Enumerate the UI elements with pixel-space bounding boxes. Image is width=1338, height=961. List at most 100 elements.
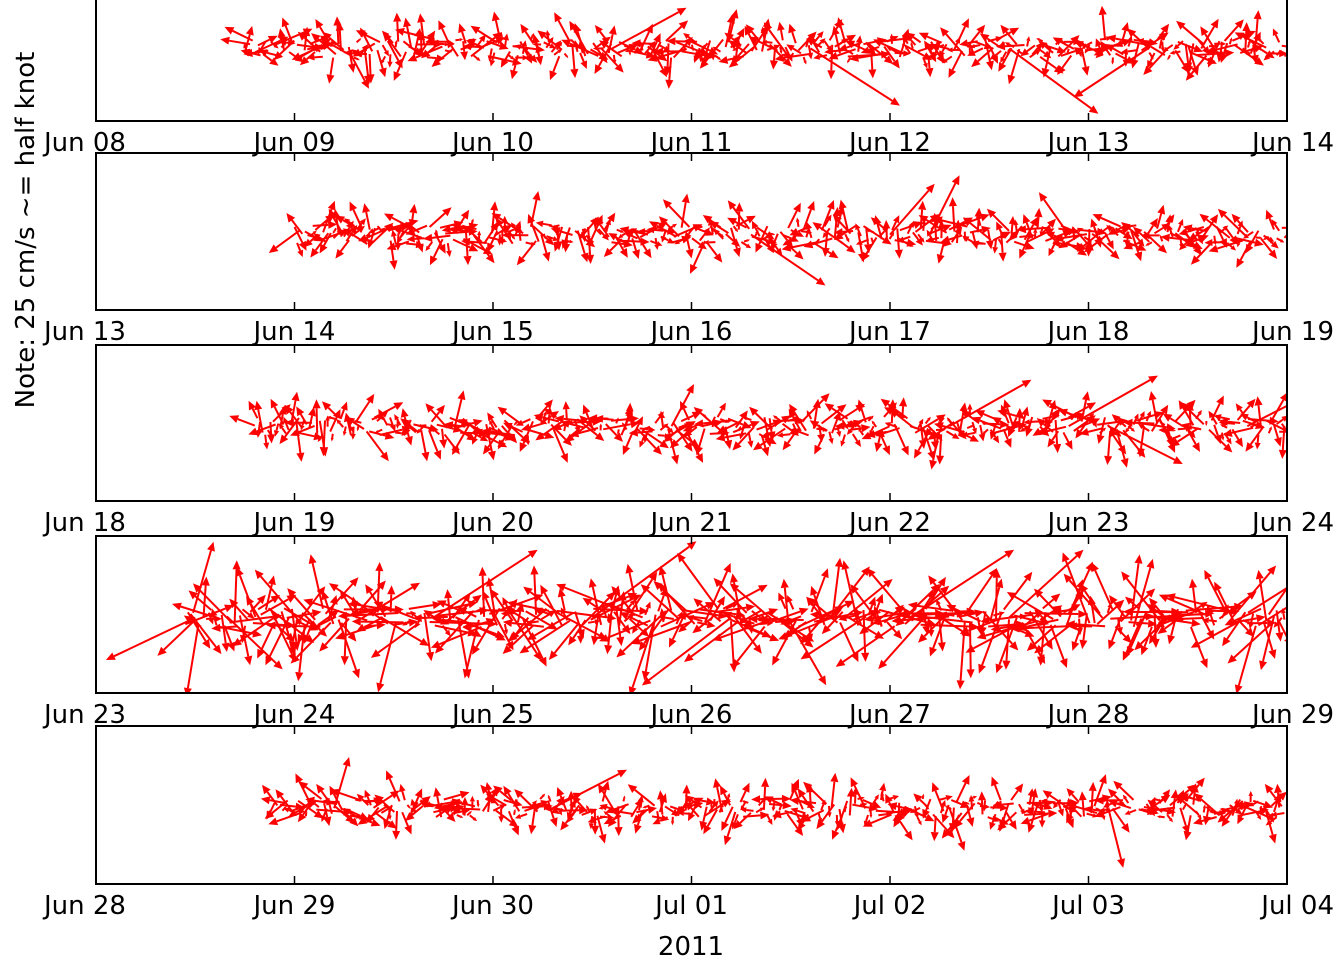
- vector-arrow: [938, 795, 953, 802]
- vector-arrow: [561, 39, 599, 57]
- vector-arrow: [882, 219, 891, 240]
- vector-arrow: [865, 229, 875, 234]
- vector-arrow: [1000, 24, 1018, 45]
- vector-arrow: [1020, 813, 1048, 825]
- vector-arrow: [373, 402, 404, 419]
- vector-arrow: [892, 809, 911, 821]
- vector-arrow: [1123, 240, 1142, 250]
- vector-arrow: [258, 49, 277, 57]
- vector-arrow: [599, 619, 651, 642]
- vector-arrow: [696, 620, 716, 629]
- vector-arrow: [257, 623, 275, 659]
- vector-arrow: [816, 803, 836, 830]
- vector-arrow: [1063, 573, 1104, 619]
- vector-arrow: [1108, 799, 1132, 810]
- vector-arrow: [588, 578, 603, 626]
- vector-arrow: [979, 33, 1000, 47]
- vector-arrow: [787, 202, 801, 229]
- vector-arrow: [782, 238, 794, 246]
- vector-arrow: [1138, 423, 1150, 432]
- vector-arrow: [594, 25, 607, 41]
- vector-arrow: [1271, 219, 1281, 232]
- vector-arrow: [1160, 41, 1165, 52]
- vector-arrow: [406, 235, 425, 243]
- vector-arrow: [1217, 208, 1247, 237]
- vector-arrow: [557, 807, 563, 816]
- vector-arrow: [867, 415, 874, 422]
- vector-arrow: [1231, 428, 1243, 448]
- vector-arrow: [971, 47, 994, 68]
- vector-arrow: [1254, 396, 1263, 428]
- vector-arrow: [1071, 624, 1083, 651]
- vector-arrow: [1247, 586, 1287, 614]
- vector-arrow: [528, 807, 537, 835]
- vector-arrow: [898, 235, 911, 242]
- vector-arrow: [1180, 422, 1202, 431]
- vector-arrow: [706, 242, 723, 263]
- vector-arrow: [1098, 5, 1107, 41]
- vector-arrow: [542, 233, 546, 240]
- vector-arrow: [336, 418, 344, 428]
- vector-arrow: [277, 28, 286, 50]
- vector-arrow: [608, 233, 625, 244]
- vector-arrow: [241, 608, 255, 619]
- vector-arrow: [1213, 235, 1217, 246]
- vector-arrow: [465, 39, 485, 49]
- vector-arrow: [487, 48, 494, 62]
- vector-arrow: [628, 428, 653, 437]
- vector-arrow: [971, 416, 1002, 430]
- vector-arrow: [1123, 418, 1155, 427]
- vector-arrow: [658, 614, 674, 621]
- vector-arrow: [959, 39, 978, 47]
- vector-arrow: [971, 231, 979, 250]
- vector-arrow: [861, 425, 890, 440]
- vector-arrow: [1137, 425, 1145, 458]
- vector-arrow: [806, 597, 839, 624]
- vector-arrow: [1006, 592, 1054, 620]
- vector-arrow: [265, 616, 291, 666]
- vector-arrow: [399, 783, 406, 801]
- vector-arrow: [771, 810, 793, 819]
- vector-arrow: [1205, 43, 1238, 55]
- vector-arrow: [439, 428, 448, 449]
- vector-arrow: [694, 419, 731, 428]
- vector-arrow: [407, 45, 443, 62]
- vector-arrow: [338, 611, 399, 620]
- vector-arrow: [1007, 48, 1021, 85]
- vector-arrow: [906, 220, 914, 235]
- vector-arrow: [1042, 790, 1069, 809]
- vector-arrow: [405, 805, 424, 821]
- vector-arrow: [598, 783, 614, 810]
- vector-arrow: [1048, 240, 1057, 257]
- vector-arrow: [557, 587, 566, 611]
- vector-arrow: [248, 423, 276, 436]
- vector-arrow: [695, 428, 706, 456]
- vector-arrow: [632, 809, 648, 824]
- vector-arrow: [281, 17, 293, 42]
- vector-arrow: [806, 410, 813, 420]
- vector-arrow: [741, 800, 749, 804]
- vector-arrow: [430, 404, 445, 423]
- vector-arrow: [1147, 799, 1163, 813]
- vector-arrow: [503, 623, 509, 635]
- vector-arrow: [835, 625, 896, 667]
- vector-arrow: [472, 54, 481, 62]
- vector-arrow: [297, 799, 324, 819]
- vector-arrow: [505, 607, 532, 625]
- vector-arrow: [909, 549, 1015, 619]
- vector-arrow: [1158, 421, 1166, 426]
- vector-arrow: [507, 810, 519, 836]
- vector-arrow: [1046, 408, 1061, 427]
- arrow-field: [220, 5, 1287, 114]
- vector-arrow: [733, 812, 752, 830]
- vector-arrow: [670, 384, 694, 427]
- vector-arrow: [918, 215, 948, 234]
- vector-arrow: [774, 52, 812, 62]
- vector-arrow: [947, 47, 960, 53]
- vector-arrow: [353, 56, 360, 61]
- vector-arrow: [293, 226, 307, 251]
- vector-arrow: [922, 798, 932, 819]
- vector-arrow: [810, 585, 826, 626]
- vector-arrow: [1073, 47, 1149, 98]
- vector-arrow: [229, 415, 256, 427]
